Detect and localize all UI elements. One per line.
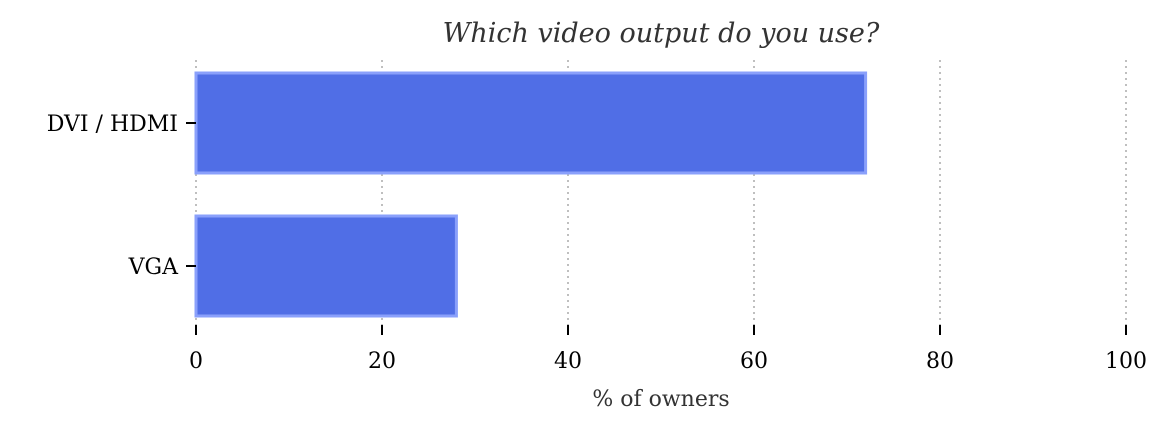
x-tick-label: 80: [926, 349, 954, 374]
x-tick-label: 60: [740, 349, 768, 374]
x-tick-label: 40: [554, 349, 582, 374]
chart-title: Which video output do you use?: [443, 18, 880, 49]
x-tick-label: 100: [1105, 349, 1147, 374]
y-tick-label: DVI / HDMI: [47, 112, 178, 137]
bar-vga: [194, 214, 458, 318]
x-tick-label: 0: [189, 349, 203, 374]
y-tick-label: VGA: [128, 255, 179, 280]
x-axis-label: % of owners: [592, 387, 729, 412]
bar-dvi-hdmi: [194, 71, 868, 175]
x-tick-label: 20: [368, 349, 396, 374]
